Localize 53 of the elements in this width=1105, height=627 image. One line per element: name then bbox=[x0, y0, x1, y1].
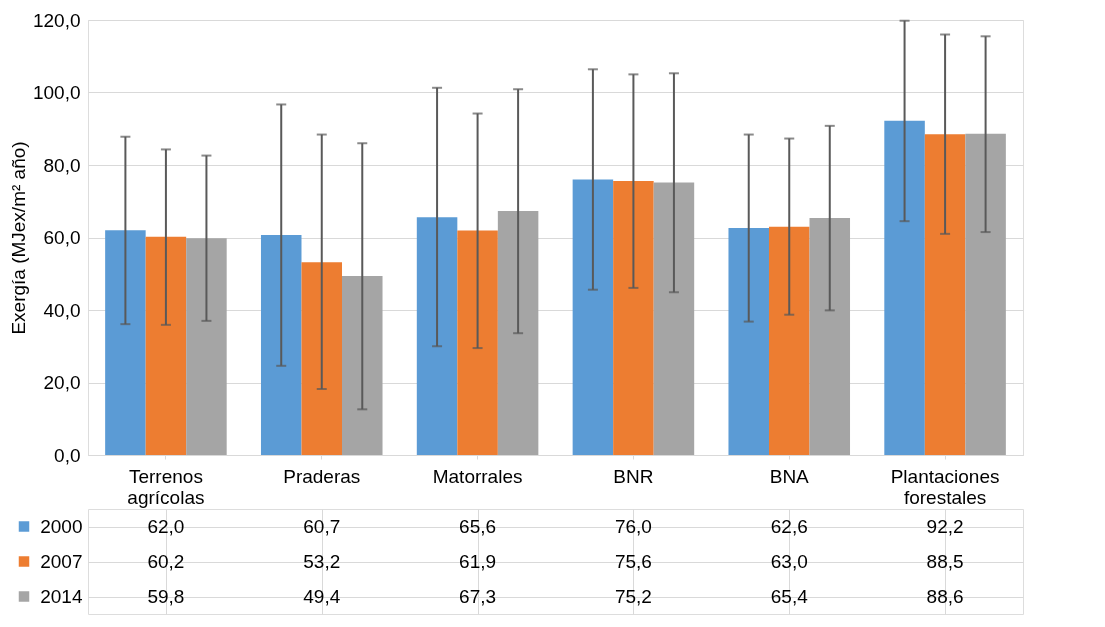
x-tick-label: Terrenos agrícolas bbox=[127, 465, 205, 508]
y-tick-label: 0,0 bbox=[54, 444, 81, 466]
data-label: 63,0 bbox=[770, 550, 808, 572]
data-label: 88,5 bbox=[926, 550, 964, 572]
bar bbox=[301, 262, 343, 455]
bar bbox=[342, 275, 383, 455]
data-label: 67,3 bbox=[459, 585, 497, 607]
x-tick-label: BNR bbox=[613, 465, 654, 487]
y-axis-title: Exergía (MJex/m² año) bbox=[7, 141, 29, 335]
x-tick-label: Plantaciones forestales bbox=[890, 465, 1000, 508]
x-tick-label: Praderas bbox=[283, 465, 361, 487]
y-tick-label: 120,0 bbox=[32, 9, 81, 31]
bar bbox=[416, 217, 458, 455]
bar bbox=[924, 134, 966, 455]
bar bbox=[965, 133, 1006, 455]
data-label: 61,9 bbox=[459, 550, 497, 572]
bar bbox=[809, 217, 851, 455]
x-tick-label: Matorrales bbox=[432, 465, 523, 487]
data-label: 65,6 bbox=[459, 515, 497, 537]
data-label: 88,6 bbox=[926, 585, 964, 607]
data-label: 53,2 bbox=[303, 550, 341, 572]
bar bbox=[145, 236, 187, 455]
y-tick-label: 60,0 bbox=[43, 227, 81, 248]
bar bbox=[613, 180, 654, 455]
bar bbox=[728, 228, 769, 455]
y-tick-label: 100,0 bbox=[32, 82, 81, 103]
data-label: 65,4 bbox=[770, 585, 809, 607]
bar bbox=[457, 230, 498, 455]
bar bbox=[105, 230, 146, 455]
y-tick-label: 80,0 bbox=[43, 154, 81, 176]
data-label: 49,4 bbox=[303, 585, 341, 607]
data-label: 60,7 bbox=[303, 515, 341, 537]
data-label: 62,0 bbox=[147, 515, 185, 537]
data-label: 92,2 bbox=[926, 515, 964, 537]
bar bbox=[884, 120, 925, 455]
legend-label: 2007 bbox=[40, 551, 83, 572]
bar bbox=[186, 238, 227, 455]
bar bbox=[768, 226, 810, 455]
data-label: 75,6 bbox=[614, 550, 652, 572]
legend-label: 2000 bbox=[40, 516, 83, 537]
data-label: 75,2 bbox=[614, 585, 652, 607]
legend-label: 2014 bbox=[40, 586, 83, 607]
y-tick-label: 20,0 bbox=[43, 372, 81, 393]
bar bbox=[572, 179, 614, 455]
data-label: 76,0 bbox=[614, 515, 652, 537]
bar bbox=[260, 234, 302, 455]
bar bbox=[497, 211, 539, 455]
y-tick-label: 40,0 bbox=[43, 299, 81, 321]
data-label: 62,6 bbox=[770, 515, 808, 537]
bar bbox=[653, 182, 695, 455]
data-label: 60,2 bbox=[147, 550, 185, 572]
x-tick-label: BNA bbox=[769, 465, 810, 487]
data-label: 59,8 bbox=[147, 585, 185, 607]
